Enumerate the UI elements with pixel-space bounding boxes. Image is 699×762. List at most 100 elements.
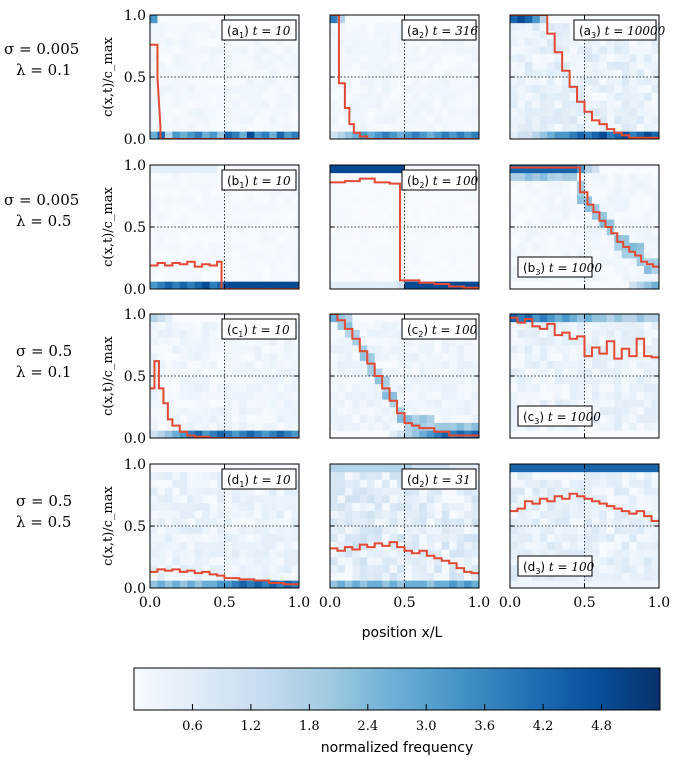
heat-cell bbox=[621, 250, 630, 259]
heat-cell bbox=[411, 557, 420, 566]
heat-cell bbox=[150, 414, 158, 423]
heat-cell bbox=[644, 414, 652, 423]
heat-cell bbox=[187, 407, 196, 416]
heat-cell bbox=[517, 22, 526, 31]
heat-cell bbox=[510, 337, 518, 346]
heat-cell bbox=[330, 414, 338, 423]
heat-cell bbox=[172, 464, 181, 473]
heat-cell bbox=[239, 510, 248, 519]
heat-cell bbox=[621, 564, 630, 573]
heat-cell bbox=[217, 337, 225, 346]
heat-cell bbox=[209, 487, 218, 496]
heat-cell bbox=[337, 422, 346, 431]
heat-cell bbox=[382, 391, 390, 400]
heat-cell bbox=[524, 471, 533, 480]
heat-cell bbox=[254, 258, 263, 267]
heat-cell bbox=[621, 383, 630, 392]
heat-cell bbox=[411, 430, 420, 438]
heat-cell bbox=[217, 430, 225, 438]
heat-cell bbox=[202, 549, 210, 558]
heat-cell bbox=[426, 564, 435, 573]
heat-cell bbox=[606, 422, 615, 431]
heat-cell bbox=[239, 391, 248, 400]
heat-cell bbox=[629, 383, 638, 392]
heat-cell bbox=[449, 123, 458, 132]
heat-cell bbox=[254, 368, 263, 377]
heat-cell bbox=[284, 495, 292, 504]
heat-cell bbox=[456, 123, 465, 132]
heat-cell bbox=[532, 518, 541, 527]
heat-cell bbox=[291, 337, 299, 346]
heat-cell bbox=[231, 352, 240, 361]
heat-cell bbox=[562, 100, 570, 109]
heat-cell bbox=[172, 234, 181, 243]
heat-cell bbox=[179, 273, 188, 282]
heat-cell bbox=[441, 564, 450, 573]
heat-cell bbox=[231, 227, 240, 236]
heat-cell bbox=[209, 84, 218, 93]
heat-cell bbox=[179, 541, 188, 550]
heat-cell bbox=[441, 77, 450, 86]
heat-cell bbox=[261, 234, 270, 243]
heat-cell bbox=[397, 533, 405, 542]
heat-cell bbox=[246, 92, 255, 101]
heat-cell bbox=[539, 250, 548, 259]
heat-cell bbox=[224, 108, 233, 117]
heat-cell bbox=[269, 360, 278, 369]
heat-cell bbox=[471, 234, 479, 243]
heat-cell bbox=[150, 572, 158, 581]
heat-cell bbox=[404, 510, 413, 519]
heat-cell bbox=[606, 211, 615, 220]
heat-cell bbox=[606, 541, 615, 550]
heat-cell bbox=[397, 422, 405, 431]
heat-cell bbox=[217, 510, 225, 519]
heat-cell bbox=[269, 115, 278, 124]
heat-cell bbox=[239, 242, 248, 251]
heat-cell bbox=[367, 368, 376, 377]
heat-cell bbox=[217, 203, 225, 212]
heat-cell bbox=[337, 165, 346, 174]
heat-cell bbox=[209, 180, 218, 189]
heat-cell bbox=[150, 188, 158, 197]
heat-cell bbox=[547, 345, 556, 354]
heat-cell bbox=[629, 329, 638, 338]
heat-cell bbox=[150, 22, 158, 31]
heat-cell bbox=[651, 100, 659, 109]
heat-cell bbox=[584, 115, 593, 124]
heat-cell bbox=[434, 495, 443, 504]
heat-cell bbox=[239, 430, 248, 438]
heat-cell bbox=[614, 314, 623, 323]
heat-cell bbox=[150, 337, 158, 346]
heat-cell bbox=[164, 196, 173, 205]
heat-cell bbox=[434, 250, 443, 259]
heat-cell bbox=[246, 211, 255, 220]
heat-cell bbox=[449, 510, 458, 519]
heat-cell bbox=[517, 61, 526, 70]
heat-cell bbox=[202, 533, 210, 542]
heat-cell bbox=[449, 265, 458, 274]
heat-cell bbox=[517, 188, 526, 197]
y-tick-label: 1.0 bbox=[124, 8, 146, 24]
heat-cell bbox=[456, 234, 465, 243]
heat-cell bbox=[217, 368, 225, 377]
heat-cell bbox=[577, 399, 585, 408]
heat-cell bbox=[164, 250, 173, 259]
heat-cell bbox=[629, 123, 638, 132]
heat-cell bbox=[651, 265, 659, 274]
heat-cell bbox=[330, 123, 338, 132]
heat-cell bbox=[577, 471, 585, 480]
heat-cell bbox=[382, 399, 390, 408]
heat-cell bbox=[419, 123, 428, 132]
heat-cell bbox=[164, 464, 173, 473]
heat-cell bbox=[426, 422, 435, 431]
heat-cell bbox=[636, 84, 645, 93]
heat-cell bbox=[276, 69, 285, 78]
heat-cell bbox=[577, 549, 585, 558]
heat-cell bbox=[404, 495, 413, 504]
heat-cell bbox=[194, 479, 203, 488]
heat-cell bbox=[606, 172, 615, 181]
heat-cell bbox=[261, 84, 270, 93]
heat-cell bbox=[224, 352, 233, 361]
heat-cell bbox=[352, 211, 361, 220]
heat-cell bbox=[584, 211, 593, 220]
